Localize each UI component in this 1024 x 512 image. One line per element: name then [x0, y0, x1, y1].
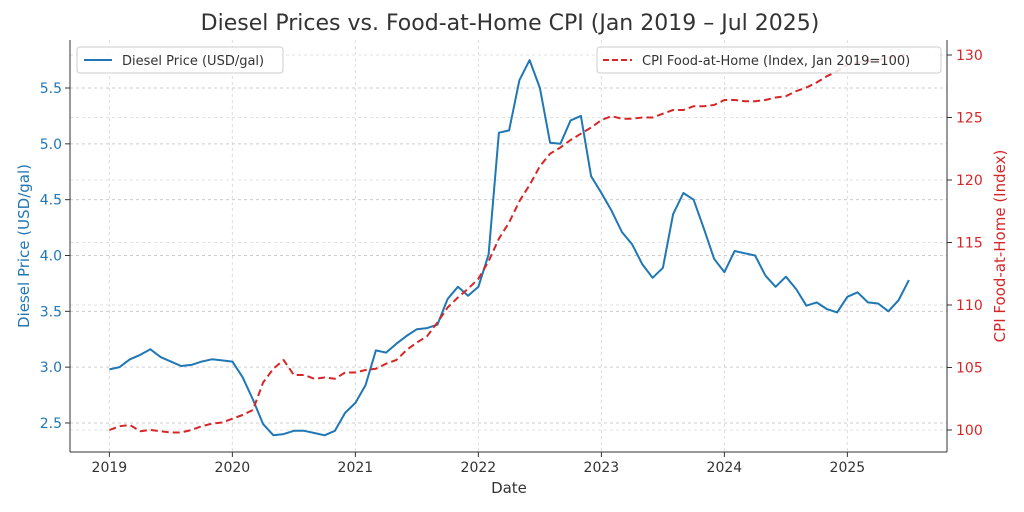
- axes: 2019 2020 2021 2022 2023 2024 2025 2.5 3.0 3.5 4.0…: [40, 40, 983, 476]
- right-y-tick-label: 100: [956, 423, 983, 439]
- legend-diesel-label: Diesel Price (USD/gal): [122, 54, 264, 69]
- diesel-price-line: [109, 59, 910, 437]
- left-y-tick-label: 3.5: [40, 304, 62, 320]
- x-tick-label: 2019: [92, 460, 128, 476]
- left-axis-label: Diesel Price (USD/gal): [15, 164, 33, 328]
- left-y-tick-label: 4.5: [40, 193, 62, 209]
- right-y-tick-label: 120: [956, 173, 983, 189]
- left-y-tick-label: 5.0: [40, 137, 62, 153]
- left-y-tick-label: 3.0: [40, 360, 62, 376]
- right-y-tick-label: 125: [956, 111, 983, 127]
- x-tick-label: 2025: [830, 460, 866, 476]
- left-y-tick-label: 4.0: [40, 248, 62, 264]
- grid: [70, 40, 947, 452]
- legend-left: Diesel Price (USD/gal): [76, 46, 284, 74]
- legend-cpi-label: CPI Food-at-Home (Index, Jan 2019=100): [642, 54, 910, 69]
- right-axis-label: CPI Food-at-Home (Index): [991, 150, 1009, 343]
- x-tick-label: 2022: [461, 460, 497, 476]
- right-y-tick-label: 115: [956, 236, 983, 252]
- legend-right: CPI Food-at-Home (Index, Jan 2019=100): [596, 46, 942, 74]
- x-tick-label: 2023: [584, 460, 620, 476]
- left-y-tick-label: 2.5: [40, 416, 62, 432]
- series-lines: [109, 52, 910, 437]
- x-tick-label: 2021: [338, 460, 374, 476]
- right-y-tick-label: 105: [956, 361, 983, 377]
- chart-title: Diesel Prices vs. Food-at-Home CPI (Jan …: [201, 11, 820, 36]
- right-y-tick-label: 130: [956, 48, 983, 64]
- left-y-tick-label: 5.5: [40, 81, 62, 97]
- x-tick-label: 2024: [707, 460, 743, 476]
- right-y-tick-label: 110: [956, 298, 983, 314]
- x-tick-label: 2020: [215, 460, 251, 476]
- x-axis-label: Date: [491, 479, 527, 497]
- cpi-food-line: [109, 52, 910, 434]
